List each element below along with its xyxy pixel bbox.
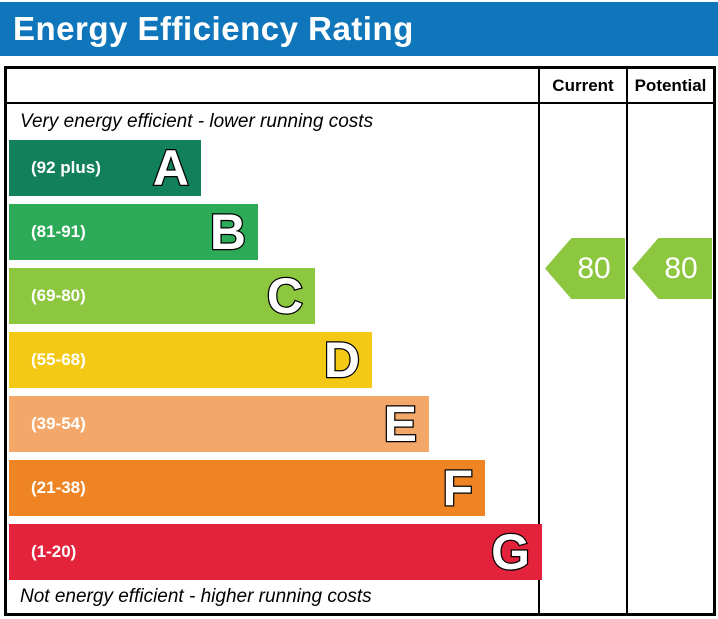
current-rating-value: 80 xyxy=(577,251,611,285)
bands: (92 plus) A (81-91) B (69-80) C (55-68) D (39-54… xyxy=(9,139,542,588)
band-row-g: (1-20) G xyxy=(9,523,542,582)
band-range-label: (81-91) xyxy=(31,222,86,241)
band-letter: A xyxy=(152,139,191,198)
band-row-d: (55-68) D xyxy=(9,331,372,390)
band-range-label: (1-20) xyxy=(31,542,77,561)
rating-table: Current Potential Very energy efficient … xyxy=(4,66,716,616)
band-letter: G xyxy=(490,523,531,582)
table-body-row: Very energy efficient - lower running co… xyxy=(7,104,713,613)
table-header-row: Current Potential xyxy=(7,69,713,104)
bands-cell: Very energy efficient - lower running co… xyxy=(7,104,542,613)
band-letter: D xyxy=(323,331,362,390)
band-range-label: (92 plus) xyxy=(31,158,101,177)
current-rating-cell: 80 xyxy=(540,104,628,613)
band-row-b: (81-91) B xyxy=(9,203,258,262)
band-letter: C xyxy=(266,267,305,326)
band-row-e: (39-54) E xyxy=(9,395,429,454)
band-range-label: (39-54) xyxy=(31,414,86,433)
title-bar: Energy Efficiency Rating xyxy=(0,2,718,56)
header-cell-main xyxy=(7,69,540,102)
band-row-c: (69-80) C xyxy=(9,267,315,326)
header-cell-current: Current xyxy=(540,69,628,102)
current-column-label: Current xyxy=(552,75,614,95)
band-range-label: (69-80) xyxy=(31,286,86,305)
band-row-f: (21-38) F xyxy=(9,459,485,518)
band-letter: B xyxy=(209,203,248,262)
band-row-a: (92 plus) A xyxy=(9,139,201,198)
band-range-label: (55-68) xyxy=(31,350,86,369)
header-cell-potential: Potential xyxy=(628,69,713,102)
bottom-note: Not energy efficient - higher running co… xyxy=(20,586,372,607)
potential-rating-arrow: 80 xyxy=(632,238,712,299)
band-letter: E xyxy=(382,395,418,454)
potential-rating-value: 80 xyxy=(664,251,698,285)
band-range-label: (21-38) xyxy=(31,478,86,497)
potential-column-label: Potential xyxy=(634,75,707,95)
potential-rating-cell: 80 xyxy=(628,104,713,613)
band-letter: F xyxy=(441,459,474,518)
page-title: Energy Efficiency Rating xyxy=(13,10,414,47)
top-note: Very energy efficient - lower running co… xyxy=(20,111,374,132)
current-rating-arrow: 80 xyxy=(545,238,625,299)
